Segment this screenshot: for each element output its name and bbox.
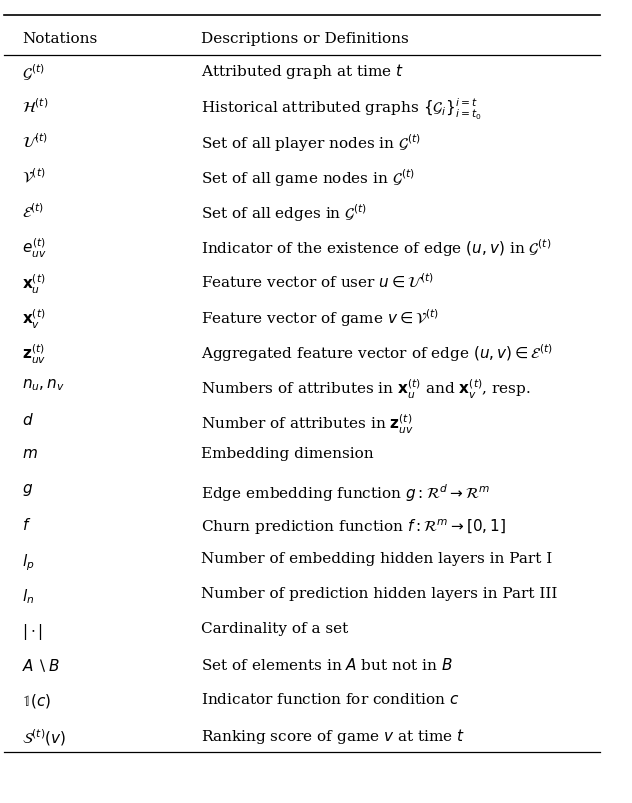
Text: Notations: Notations xyxy=(22,32,97,46)
Text: Numbers of attributes in $\mathbf{x}_u^{(t)}$ and $\mathbf{x}_v^{(t)}$, resp.: Numbers of attributes in $\mathbf{x}_u^{… xyxy=(201,377,530,400)
Text: Number of embedding hidden layers in Part I: Number of embedding hidden layers in Par… xyxy=(201,552,552,565)
Text: $\mathbf{z}_{uv}^{(t)}$: $\mathbf{z}_{uv}^{(t)}$ xyxy=(22,342,46,365)
Text: Number of attributes in $\mathbf{z}_{uv}^{(t)}$: Number of attributes in $\mathbf{z}_{uv}… xyxy=(201,412,413,435)
Text: Set of all edges in $\mathcal{G}^{(t)}$: Set of all edges in $\mathcal{G}^{(t)}$ xyxy=(201,202,367,224)
Text: Set of all game nodes in $\mathcal{G}^{(t)}$: Set of all game nodes in $\mathcal{G}^{(… xyxy=(201,167,415,189)
Text: Ranking score of game $v$ at time $t$: Ranking score of game $v$ at time $t$ xyxy=(201,727,465,745)
Text: $m$: $m$ xyxy=(22,446,38,461)
Text: $f$: $f$ xyxy=(22,516,32,532)
Text: Descriptions or Definitions: Descriptions or Definitions xyxy=(201,32,408,46)
Text: $\mathcal{E}^{(t)}$: $\mathcal{E}^{(t)}$ xyxy=(22,202,44,221)
Text: Churn prediction function $f : \mathcal{R}^m \rightarrow [0, 1]$: Churn prediction function $f : \mathcal{… xyxy=(201,516,506,536)
Text: Cardinality of a set: Cardinality of a set xyxy=(201,622,348,636)
Text: $A\setminus B$: $A\setminus B$ xyxy=(22,657,61,673)
Text: $\mathcal{U}^{(t)}$: $\mathcal{U}^{(t)}$ xyxy=(22,132,48,151)
Text: $\mathcal{G}^{(t)}$: $\mathcal{G}^{(t)}$ xyxy=(22,62,45,83)
Text: Set of elements in $A$ but not in $B$: Set of elements in $A$ but not in $B$ xyxy=(201,657,453,673)
Text: Indicator of the existence of edge $(u, v)$ in $\mathcal{G}^{(t)}$: Indicator of the existence of edge $(u, … xyxy=(201,237,551,259)
Text: $\mathcal{V}^{(t)}$: $\mathcal{V}^{(t)}$ xyxy=(22,167,46,185)
Text: $e_{uv}^{(t)}$: $e_{uv}^{(t)}$ xyxy=(22,237,47,260)
Text: Set of all player nodes in $\mathcal{G}^{(t)}$: Set of all player nodes in $\mathcal{G}^… xyxy=(201,132,421,154)
Text: Aggregated feature vector of edge $(u, v) \in \mathcal{E}^{(t)}$: Aggregated feature vector of edge $(u, v… xyxy=(201,342,552,364)
Text: $d$: $d$ xyxy=(22,412,33,428)
Text: Embedding dimension: Embedding dimension xyxy=(201,446,374,461)
Text: $\mathbf{x}_{u}^{(t)}$: $\mathbf{x}_{u}^{(t)}$ xyxy=(22,272,46,296)
Text: $g$: $g$ xyxy=(22,482,33,498)
Text: $l_p$: $l_p$ xyxy=(22,552,35,573)
Text: $\mathbf{x}_{v}^{(t)}$: $\mathbf{x}_{v}^{(t)}$ xyxy=(22,307,46,330)
Text: $l_n$: $l_n$ xyxy=(22,587,34,605)
Text: $|\cdot|$: $|\cdot|$ xyxy=(22,622,43,642)
Text: $\mathbb{1}(c)$: $\mathbb{1}(c)$ xyxy=(22,691,51,710)
Text: Indicator function for condition $c$: Indicator function for condition $c$ xyxy=(201,691,459,707)
Text: $\mathcal{S}^{(t)}(v)$: $\mathcal{S}^{(t)}(v)$ xyxy=(22,727,66,748)
Text: Number of prediction hidden layers in Part III: Number of prediction hidden layers in Pa… xyxy=(201,587,557,601)
Text: Attributed graph at time $t$: Attributed graph at time $t$ xyxy=(201,62,404,81)
Text: $\mathcal{H}^{(t)}$: $\mathcal{H}^{(t)}$ xyxy=(22,97,49,116)
Text: Historical attributed graphs $\{\mathcal{G}_i\}_{i=t_0}^{i=t}$: Historical attributed graphs $\{\mathcal… xyxy=(201,97,481,122)
Text: Feature vector of game $v \in \mathcal{V}^{(t)}$: Feature vector of game $v \in \mathcal{V… xyxy=(201,307,439,328)
Text: $n_u, n_v$: $n_u, n_v$ xyxy=(22,377,65,393)
Text: Edge embedding function $g : \mathcal{R}^d \rightarrow \mathcal{R}^m$: Edge embedding function $g : \mathcal{R}… xyxy=(201,482,490,503)
Text: Feature vector of user $u \in \mathcal{U}^{(t)}$: Feature vector of user $u \in \mathcal{U… xyxy=(201,272,434,290)
